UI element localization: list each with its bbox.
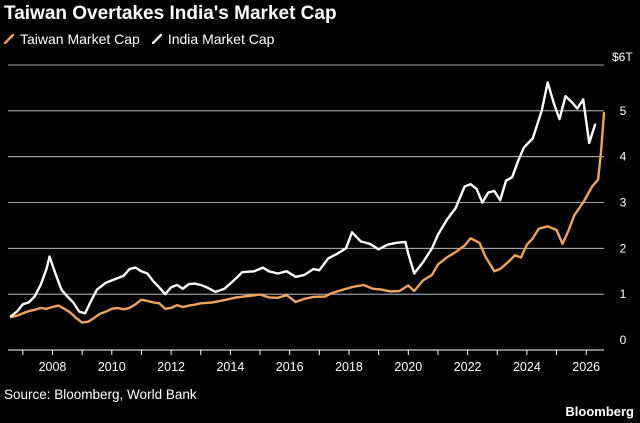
india-line-icon [151,34,162,44]
x-tick-label: 2014 [216,360,244,374]
source-note: Source: Bloomberg, World Bank [4,387,197,402]
y-tick-label: 4 [620,150,627,164]
y-tick-label: 2 [620,241,627,255]
y-unit-label: $6T [612,50,633,64]
chart-title: Taiwan Overtakes India's Market Cap [4,3,337,24]
y-tick-label: 1 [620,287,627,301]
series-line-india [9,81,597,318]
x-tick-label: 2012 [157,360,185,374]
x-tick-label: 2026 [572,360,600,374]
x-tick-label: 2008 [39,360,67,374]
y-tick-label: 0 [620,333,627,347]
y-tick-label: 3 [620,196,627,210]
x-tick-label: 2010 [98,360,126,374]
legend: Taiwan Market Cap India Market Cap [4,31,286,47]
x-tick-label: 2016 [276,360,304,374]
y-tick-label: 5 [620,104,627,118]
taiwan-line-icon [4,34,14,44]
x-tick-label: 2020 [394,360,422,374]
legend-label-taiwan: Taiwan Market Cap [20,31,140,47]
legend-item-india: India Market Cap [151,31,275,47]
legend-label-india: India Market Cap [167,31,275,47]
legend-item-taiwan: Taiwan Market Cap [4,31,140,47]
x-tick-label: 2018 [335,360,363,374]
x-tick-label: 2022 [454,360,482,374]
x-tick-label: 2024 [513,360,541,374]
bloomberg-logo: Bloomberg [565,404,634,419]
series-line-taiwan [9,111,606,324]
